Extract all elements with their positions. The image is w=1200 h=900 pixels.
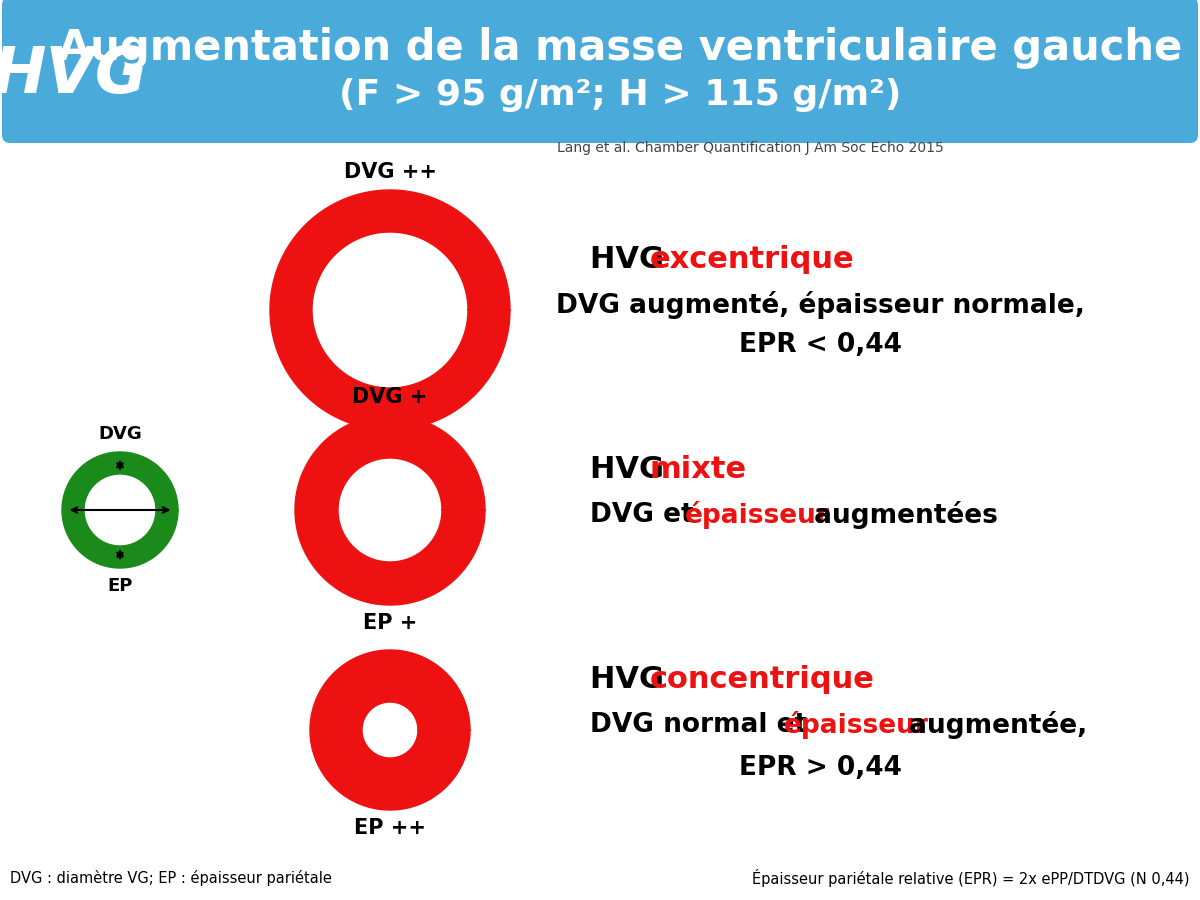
Text: excentrique: excentrique	[650, 246, 854, 274]
Text: EPR < 0,44: EPR < 0,44	[738, 332, 901, 358]
Text: DVG augmenté, épaisseur normale,: DVG augmenté, épaisseur normale,	[556, 291, 1085, 319]
Text: augmentée,: augmentée,	[900, 711, 1087, 739]
Text: EP: EP	[107, 577, 133, 595]
Text: Augmentation de la masse ventriculaire gauche: Augmentation de la masse ventriculaire g…	[58, 27, 1182, 69]
FancyBboxPatch shape	[2, 0, 1198, 143]
Text: (F > 95 g/m²; H > 115 g/m²): (F > 95 g/m²; H > 115 g/m²)	[338, 78, 901, 112]
Polygon shape	[62, 452, 178, 568]
Text: HVG: HVG	[0, 44, 148, 106]
Polygon shape	[295, 415, 485, 605]
Text: HVG: HVG	[590, 665, 674, 695]
Text: EPR > 0,44: EPR > 0,44	[738, 755, 901, 781]
Text: épaisseur: épaisseur	[685, 501, 830, 529]
Text: Épaisseur pariétale relative (EPR) = 2x ePP/DTDVG (N 0,44): Épaisseur pariétale relative (EPR) = 2x …	[752, 869, 1190, 887]
Text: Lang et al. Chamber Quantification J Am Soc Echo 2015: Lang et al. Chamber Quantification J Am …	[557, 141, 943, 155]
Text: DVG : diamètre VG; EP : épaisseur pariétale: DVG : diamètre VG; EP : épaisseur pariét…	[10, 870, 332, 886]
Text: HVG: HVG	[590, 455, 674, 484]
Text: DVG +: DVG +	[353, 387, 427, 407]
Polygon shape	[270, 190, 510, 430]
Text: DVG et: DVG et	[590, 502, 703, 528]
Text: EP ++: EP ++	[354, 818, 426, 838]
Text: concentrique: concentrique	[650, 665, 875, 695]
Text: DVG normal et: DVG normal et	[590, 712, 816, 738]
Text: HVG: HVG	[590, 246, 674, 274]
Text: épaisseur: épaisseur	[784, 711, 929, 739]
Text: mixte: mixte	[650, 455, 748, 484]
Text: EP +: EP +	[362, 613, 418, 633]
Text: DVG ++: DVG ++	[343, 162, 437, 182]
Polygon shape	[310, 650, 470, 810]
Text: DVG: DVG	[98, 425, 142, 443]
Text: augmentées: augmentées	[805, 501, 998, 529]
